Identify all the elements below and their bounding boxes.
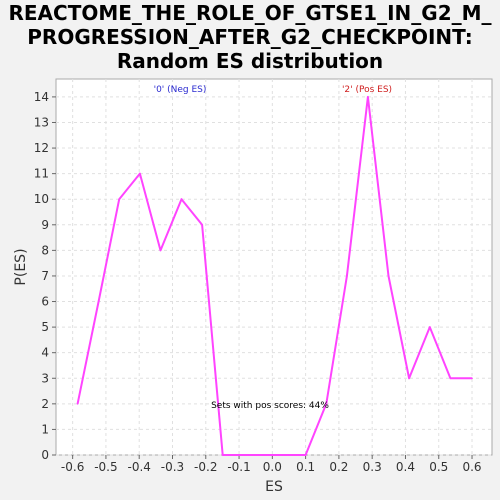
data-point [367,96,369,98]
x-tick-label: -0.3 [161,460,184,474]
x-axis-ticks: -0.6 -0.5 -0.4 -0.3 -0.2 -0.1 0.0 0.1 0.2 0.3 0.4 0… [61,455,482,474]
x-tick-label: 0.3 [363,460,382,474]
x-tick-label: 0.2 [329,460,348,474]
y-tick-label: 13 [34,115,49,129]
y-tick-label: 4 [41,346,49,360]
series-line [76,95,472,456]
data-point [471,377,473,380]
y-tick-label: 1 [41,422,49,436]
x-tick-label: 0.4 [396,460,415,474]
data-point [242,454,245,456]
pos-es-label: '2' (Pos ES) [342,85,392,95]
data-point [97,300,100,303]
data-point [408,377,410,380]
y-tick-label: 7 [41,269,49,283]
x-tick-label: 0.0 [263,460,282,474]
x-axis-label: ES [265,479,283,495]
data-point [284,454,286,456]
y-axis-label: P(ES) [13,248,29,285]
y-tick-label: 5 [41,320,49,334]
x-tick-label: -0.2 [194,460,217,474]
neg-es-label: '0' (Neg ES) [154,85,207,95]
y-tick-label: 10 [34,192,49,206]
data-point [76,403,79,405]
x-tick-label: -0.5 [94,460,117,474]
y-tick-label: 11 [34,167,49,181]
data-point [201,223,203,226]
data-point [387,275,390,277]
x-tick-label: -0.1 [227,460,250,474]
series [76,95,473,456]
chart-title-line-2: PROGRESSION_AFTER_G2_CHECKPOINT: [27,25,472,49]
y-tick-label: 2 [41,397,49,411]
y-tick-label: 0 [41,448,49,462]
chart-title-line-1: REACTOME_THE_ROLE_OF_GTSE1_IN_G2_M_ [8,1,491,25]
chart-title-line-3: Random ES distribution [117,49,383,73]
data-point [304,454,307,456]
data-point [139,172,141,175]
x-tick-label: 0.5 [429,460,448,474]
plot-area [55,78,493,456]
y-tick-label: 8 [41,243,49,257]
x-tick-label: -0.4 [127,460,150,474]
y-tick-label: 6 [41,295,49,309]
data-point [263,454,265,456]
y-tick-label: 9 [41,218,49,232]
data-point [118,198,121,201]
data-point [180,198,183,201]
data-point [428,326,431,328]
data-point [159,249,162,252]
y-tick-label: 3 [41,371,49,385]
data-point [449,377,452,380]
x-tick-label: 0.1 [296,460,315,474]
y-tick-label: 12 [34,141,49,155]
data-point [325,403,328,405]
x-tick-label: 0.6 [462,460,481,474]
grid [56,79,492,456]
y-tick-label: 14 [34,90,49,104]
pos-scores-annotation: Sets with pos scores: 44% [211,401,329,411]
data-point [346,275,348,277]
x-tick-label: -0.6 [61,460,84,474]
data-point [221,454,224,456]
